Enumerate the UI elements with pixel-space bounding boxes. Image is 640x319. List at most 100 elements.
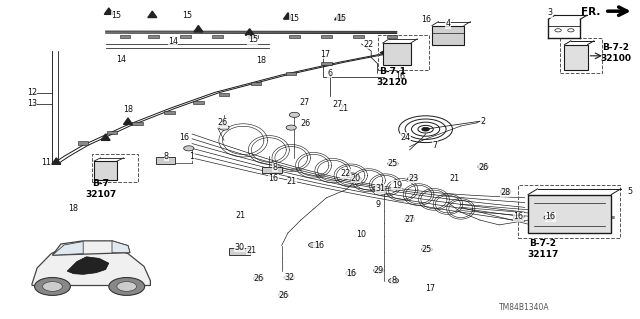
Polygon shape — [32, 247, 150, 286]
Text: 16: 16 — [421, 15, 431, 24]
Text: 1: 1 — [189, 152, 195, 161]
Polygon shape — [101, 134, 110, 140]
Text: 23: 23 — [408, 174, 419, 183]
Text: 21: 21 — [287, 177, 297, 186]
Bar — [107, 131, 117, 134]
Polygon shape — [52, 241, 130, 255]
Bar — [164, 111, 175, 114]
Bar — [180, 35, 191, 38]
Text: 15: 15 — [182, 11, 192, 20]
Bar — [387, 35, 397, 38]
Text: 11: 11 — [41, 158, 51, 167]
Circle shape — [422, 247, 432, 252]
Text: 16: 16 — [346, 269, 356, 278]
Text: 16: 16 — [268, 174, 278, 183]
Text: 24: 24 — [401, 133, 411, 142]
Text: 16: 16 — [396, 72, 406, 81]
Polygon shape — [148, 11, 157, 18]
Text: B-7-2
32100: B-7-2 32100 — [600, 42, 631, 63]
Polygon shape — [52, 158, 61, 164]
Bar — [219, 93, 229, 96]
Circle shape — [500, 189, 511, 195]
Text: 16: 16 — [179, 133, 189, 142]
Circle shape — [568, 29, 574, 32]
Circle shape — [109, 278, 145, 295]
Text: 27: 27 — [404, 215, 415, 224]
Circle shape — [308, 242, 319, 248]
Text: 15: 15 — [289, 14, 300, 23]
Text: B-7
32107: B-7 32107 — [86, 179, 116, 199]
Circle shape — [478, 165, 488, 170]
Circle shape — [544, 215, 554, 220]
Bar — [78, 141, 88, 145]
Bar — [94, 161, 117, 180]
Bar — [564, 45, 588, 70]
Text: 27: 27 — [300, 98, 310, 107]
Bar — [432, 26, 464, 45]
Text: 31: 31 — [375, 184, 385, 193]
Text: 16: 16 — [314, 241, 324, 250]
Text: 2: 2 — [481, 117, 486, 126]
Circle shape — [219, 125, 229, 130]
Text: B-7-1
32120: B-7-1 32120 — [377, 67, 408, 87]
Circle shape — [555, 29, 561, 32]
Text: TM84B1340A: TM84B1340A — [499, 303, 550, 312]
Text: 15: 15 — [336, 14, 346, 23]
Circle shape — [286, 125, 296, 130]
Text: 27: 27 — [333, 100, 343, 109]
Text: 12: 12 — [27, 88, 37, 97]
Bar — [229, 248, 250, 255]
Bar — [120, 35, 130, 38]
Circle shape — [408, 176, 418, 181]
Bar — [321, 62, 332, 65]
Circle shape — [184, 146, 194, 151]
Bar — [262, 167, 282, 173]
Circle shape — [347, 173, 357, 178]
Polygon shape — [67, 257, 109, 274]
Text: 18: 18 — [256, 56, 266, 65]
Polygon shape — [124, 118, 132, 124]
Bar — [383, 43, 411, 65]
Text: 6: 6 — [327, 69, 332, 78]
Text: 32: 32 — [284, 273, 294, 282]
Circle shape — [43, 282, 62, 291]
Text: 17: 17 — [425, 284, 435, 293]
Text: 5: 5 — [628, 187, 633, 196]
Circle shape — [388, 278, 399, 283]
Circle shape — [351, 176, 361, 181]
Circle shape — [388, 161, 398, 166]
Circle shape — [422, 127, 429, 131]
Bar — [353, 35, 364, 38]
Text: 9: 9 — [375, 200, 380, 209]
Polygon shape — [112, 241, 130, 253]
Text: 28: 28 — [500, 188, 511, 197]
Circle shape — [284, 275, 294, 280]
Circle shape — [278, 293, 289, 298]
Text: 4: 4 — [445, 19, 451, 28]
Circle shape — [346, 271, 356, 276]
Bar — [321, 35, 332, 38]
Text: 16: 16 — [513, 212, 524, 221]
Text: 21: 21 — [235, 211, 245, 220]
Text: 14: 14 — [168, 37, 178, 46]
Bar — [286, 72, 296, 75]
Text: 10: 10 — [356, 230, 367, 239]
Bar — [251, 82, 261, 85]
FancyBboxPatch shape — [528, 195, 611, 233]
Polygon shape — [284, 13, 292, 19]
Text: 3: 3 — [548, 8, 553, 17]
Bar — [156, 157, 175, 164]
Text: 26: 26 — [253, 274, 264, 283]
Polygon shape — [194, 26, 203, 32]
Text: 8: 8 — [391, 276, 396, 285]
Circle shape — [374, 186, 384, 191]
Text: 8: 8 — [273, 163, 278, 172]
Text: 26: 26 — [218, 118, 228, 127]
Text: 26: 26 — [301, 119, 311, 128]
Polygon shape — [52, 241, 83, 255]
Text: FR.: FR. — [581, 7, 600, 17]
Text: 15: 15 — [248, 35, 258, 44]
Text: 21: 21 — [246, 246, 257, 255]
Bar — [212, 35, 223, 38]
Text: 26: 26 — [278, 291, 289, 300]
